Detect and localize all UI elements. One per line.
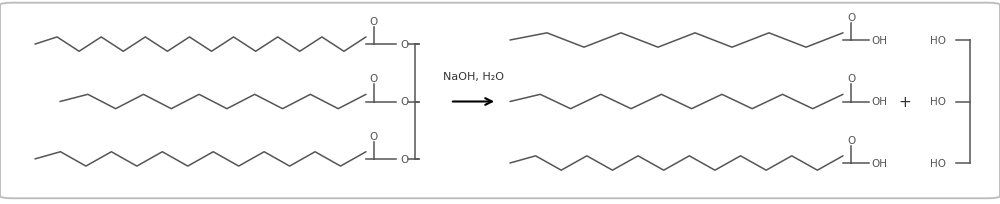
Text: OH: OH [871,158,887,168]
Text: O: O [400,154,408,164]
Text: +: + [899,94,911,110]
Text: O: O [400,40,408,50]
Text: O: O [847,74,855,84]
Text: HO: HO [930,97,946,107]
Text: NaOH, H₂O: NaOH, H₂O [443,72,504,82]
Text: HO: HO [930,36,946,46]
Text: O: O [370,17,378,27]
FancyBboxPatch shape [0,4,1000,198]
Text: OH: OH [871,36,887,46]
Text: OH: OH [871,97,887,107]
Text: O: O [400,97,408,107]
Text: O: O [370,74,378,84]
Text: O: O [847,13,855,23]
Text: O: O [370,131,378,141]
Text: O: O [847,135,855,145]
Text: HO: HO [930,158,946,168]
